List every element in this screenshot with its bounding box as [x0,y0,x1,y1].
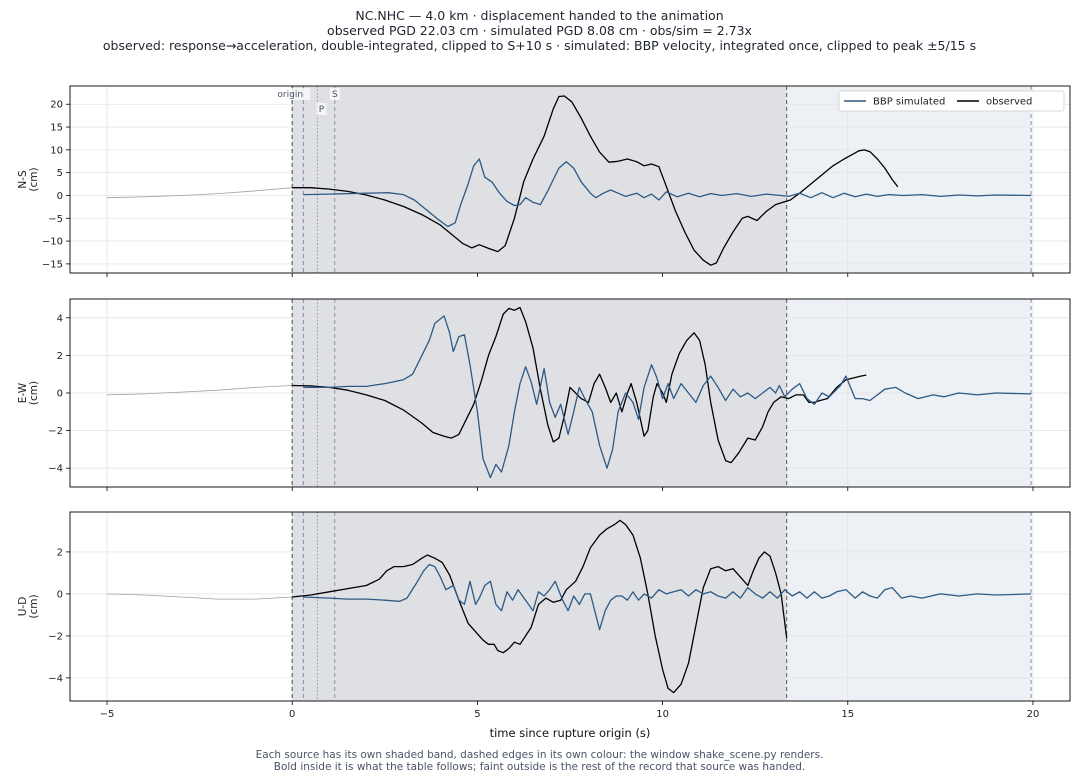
panel-3: −4 −2 0 2 U-D(cm) [17,511,1071,705]
footer-note-line-1: Each source has its own shaded band, das… [255,749,824,761]
marker-label-s: S [332,90,338,100]
y-tick-label: −2 [48,631,63,642]
y-tick-label: −4 [48,464,63,475]
panel-2-traces [106,306,1032,479]
marker-label-p: P [319,105,325,115]
x-tick-label: 20 [1027,709,1040,720]
panel-1: −15 −10 −5 0 5 10 15 20 N-S(cm) [17,85,1071,277]
x-tick-label: 0 [289,709,295,720]
y-tick-label: 2 [57,351,63,362]
observed-faint-line [106,385,293,396]
legend-box [838,90,1065,112]
y-axis-label: U-D(cm) [17,594,40,618]
y-tick-label: 0 [57,191,63,202]
y-tick-label: −4 [48,673,63,684]
x-tick-label: 10 [656,709,669,720]
chart-title-line-2: observed PGD 22.03 cm · simulated PGD 8.… [327,23,752,38]
panel-frame [69,85,1071,274]
y-tick-label: 15 [50,123,63,134]
x-tick-label: −5 [100,709,115,720]
legend-entry: observed [986,97,1032,108]
y-tick-label: −10 [42,237,63,248]
marker-label-bg [316,103,327,115]
chart-title-line-1: NC.NHC — 4.0 km · displacement handed to… [355,8,724,23]
y-tick-label: 20 [50,100,63,111]
legend-entry: BBP simulated [873,97,945,108]
panel-3-traces [106,519,1032,694]
bbp-simulated-bold-line [303,563,1032,631]
chart-title-line-3: observed: response→acceleration, double-… [102,38,977,53]
y-axis-label: E-W(cm) [17,381,40,405]
y-tick-label: 0 [57,389,63,400]
observed-bold-line [292,95,899,266]
x-tick-label: 15 [841,709,854,720]
x-axis-label: time since rupture origin (s) [490,726,651,740]
panel-1-traces [106,95,1032,266]
y-tick-label: 2 [57,547,63,558]
marker-label-bg [329,88,340,100]
y-tick-label: −15 [42,259,63,270]
y-tick-label: 5 [57,168,63,179]
y-tick-label: −2 [48,426,63,437]
y-tick-label: −5 [48,214,63,225]
y-tick-label: 10 [50,145,63,156]
marker-label-bg [270,88,311,100]
observed-bold-line [292,519,788,694]
panel-frame [69,511,1071,702]
bbp-simulated-bold-line [303,315,1032,479]
observed-window-band [292,86,787,273]
x-tick-label: 5 [474,709,480,720]
observed-faint-line [106,187,293,199]
marker-label-origin: origin [277,90,303,100]
observed-bold-line [292,306,867,464]
observed-window-band [292,512,787,701]
y-tick-label: 4 [57,313,63,324]
y-axis-label: N-S(cm) [17,167,40,191]
observed-faint-line [106,593,293,600]
panel-2: −4 −2 0 2 4 E-W(cm) [17,298,1071,491]
legend: BBP simulated observed [838,90,1065,112]
footer-note-line-2: Bold inside it is what the table follows… [273,761,806,773]
y-tick-label: 0 [57,589,63,600]
bbp-simulated-bold-line [303,158,1032,228]
